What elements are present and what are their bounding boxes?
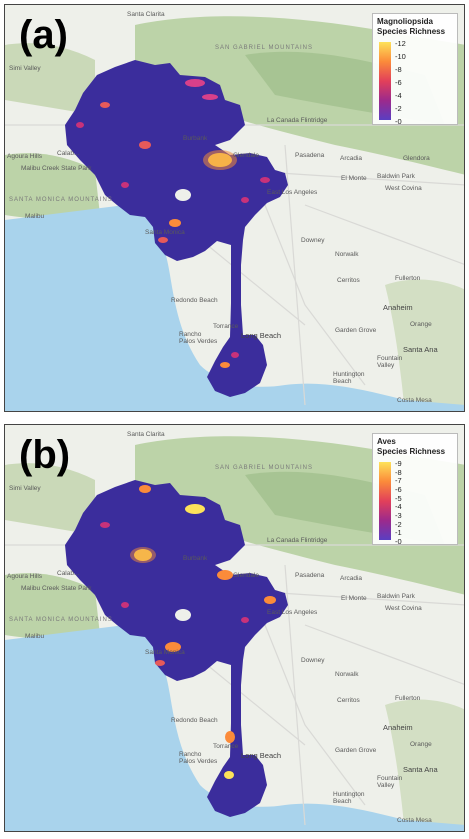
place-label: Cerritos bbox=[337, 277, 360, 284]
place-label: Fullerton bbox=[395, 275, 421, 282]
place-label: Glendale bbox=[233, 572, 260, 579]
place-label: Pasadena bbox=[295, 152, 325, 159]
place-label: Huntington Beach bbox=[333, 371, 365, 385]
place-label: La Canada Flintridge bbox=[267, 117, 328, 124]
place-label: East Los Angeles bbox=[267, 609, 318, 616]
place-label: Malibu bbox=[25, 633, 45, 640]
legend-tick-label: -3 bbox=[395, 511, 402, 520]
place-label: Orange bbox=[410, 741, 432, 748]
place-label: Downey bbox=[301, 237, 325, 244]
legend-tick-label: -1 bbox=[395, 528, 402, 538]
legend-ticks: -12 -10 -8 -6 -4 -2 -0 bbox=[395, 39, 435, 126]
place-label: Calab... bbox=[57, 150, 80, 157]
place-label: Downey bbox=[301, 657, 325, 664]
place-label: El Monte bbox=[341, 595, 367, 602]
place-label: Anaheim bbox=[383, 303, 413, 312]
place-label: Calab... bbox=[57, 570, 80, 577]
place-label: Arcadia bbox=[340, 575, 363, 582]
legend-tick-label: -7 bbox=[395, 476, 402, 486]
place-label: Orange bbox=[410, 321, 432, 328]
legend-tick-label: -4 bbox=[395, 91, 402, 100]
place-label: Agoura Hills bbox=[7, 573, 43, 580]
legend-tick-label: -0 bbox=[395, 537, 402, 546]
place-label: West Covina bbox=[385, 605, 422, 612]
place-label: SANTA MONICA MOUNTAINS bbox=[9, 617, 113, 623]
legend-title-line1: Aves bbox=[377, 437, 396, 446]
legend-title-line2: Species Richness bbox=[377, 447, 446, 456]
map-legend: Aves Species Richness -9 -8 -7 -6 -5 -4 -3 -2 -1… bbox=[372, 433, 458, 546]
place-label: Santa Clarita bbox=[127, 431, 165, 438]
place-label: Rancho Palos Verdes bbox=[179, 331, 218, 345]
place-label: Baldwin Park bbox=[377, 173, 415, 180]
place-label: Malibu Creek State Park bbox=[21, 585, 92, 592]
place-label: SAN GABRIEL MOUNTAINS bbox=[215, 465, 314, 471]
place-label: Baldwin Park bbox=[377, 593, 415, 600]
place-label: Torrance bbox=[213, 323, 239, 330]
place-label: Agoura Hills bbox=[7, 153, 43, 160]
place-label: Arcadia bbox=[340, 155, 363, 162]
place-label: Fountain Valley bbox=[377, 355, 403, 369]
place-label: West Covina bbox=[385, 185, 422, 192]
place-label: SAN GABRIEL MOUNTAINS bbox=[215, 45, 314, 51]
legend-tick-label: -2 bbox=[395, 104, 402, 113]
legend-color-bar bbox=[379, 462, 391, 540]
map-panel-a: SAN GABRIEL MOUNTAINS Santa Clarita Simi… bbox=[4, 4, 465, 412]
place-label: Garden Grove bbox=[335, 747, 377, 754]
place-label: Cerritos bbox=[337, 697, 360, 704]
place-label: Anaheim bbox=[383, 723, 413, 732]
place-label: Glendale bbox=[233, 152, 260, 159]
place-label: Santa Ana bbox=[403, 765, 438, 774]
legend-tick-label: -6 bbox=[395, 78, 402, 87]
place-label: Garden Grove bbox=[335, 327, 377, 334]
place-label: Simi Valley bbox=[9, 65, 41, 72]
place-label: Rancho Palos Verdes bbox=[179, 751, 218, 765]
place-label: Simi Valley bbox=[9, 485, 41, 492]
place-label: Huntington Beach bbox=[333, 791, 365, 805]
place-label: Pasadena bbox=[295, 572, 325, 579]
map-panel-b: SAN GABRIEL MOUNTAINS Santa Clarita Simi… bbox=[4, 424, 465, 832]
map-legend: Magnoliopsida Species Richness -12 -10 -8-… bbox=[372, 13, 458, 126]
legend-title-line2: Species Richness bbox=[377, 27, 446, 36]
legend-title-line1: Magnoliopsida bbox=[377, 17, 433, 26]
place-label: Glendora bbox=[403, 155, 430, 162]
legend-tick-label: -5 bbox=[395, 493, 402, 503]
legend-ticks: -9 -8 -7 -6 -5 -4 -3 -2 -1 -0 bbox=[395, 459, 435, 546]
legend-tick-label: -12 bbox=[395, 39, 406, 48]
legend-tick-label: -8 bbox=[395, 65, 402, 74]
place-label: La Canada Flintridge bbox=[267, 537, 328, 544]
place-label: Long Beach bbox=[241, 331, 282, 340]
legend-tick-label: -2 bbox=[395, 519, 402, 529]
place-label: Fountain Valley bbox=[377, 775, 403, 789]
place-label: Burbank bbox=[183, 135, 208, 142]
place-label: Santa Monica bbox=[145, 649, 185, 656]
place-label: Costa Mesa bbox=[397, 817, 432, 824]
place-label: Redondo Beach bbox=[171, 717, 218, 724]
place-label: Santa Monica bbox=[145, 229, 185, 236]
legend-tick-label: -6 bbox=[395, 485, 402, 494]
legend-tick-label: -10 bbox=[395, 52, 406, 61]
place-label: Costa Mesa bbox=[397, 397, 432, 404]
place-label: Fullerton bbox=[395, 695, 421, 702]
legend-color-bar bbox=[379, 42, 391, 120]
place-label: Long Beach bbox=[241, 751, 282, 760]
place-label: Malibu Creek State Park bbox=[21, 165, 92, 172]
place-label: SANTA MONICA MOUNTAINS bbox=[9, 197, 113, 203]
place-label: Redondo Beach bbox=[171, 297, 218, 304]
place-label: Torrance bbox=[213, 743, 239, 750]
place-label: Malibu bbox=[25, 213, 45, 220]
legend-tick-label: -0 bbox=[395, 117, 402, 126]
place-label: Norwalk bbox=[335, 671, 359, 678]
place-label: El Monte bbox=[341, 175, 367, 182]
place-label: Burbank bbox=[183, 555, 208, 562]
panel-label: (b) bbox=[19, 433, 71, 477]
place-label: Santa Clarita bbox=[127, 11, 165, 18]
legend-tick-label: -4 bbox=[395, 502, 402, 512]
place-label: Santa Ana bbox=[403, 345, 438, 354]
legend-tick-label: -8 bbox=[395, 467, 402, 477]
panel-label: (a) bbox=[19, 13, 68, 57]
legend-tick-label: -9 bbox=[395, 459, 402, 468]
place-label: East Los Angeles bbox=[267, 189, 318, 196]
place-label: Norwalk bbox=[335, 251, 359, 258]
